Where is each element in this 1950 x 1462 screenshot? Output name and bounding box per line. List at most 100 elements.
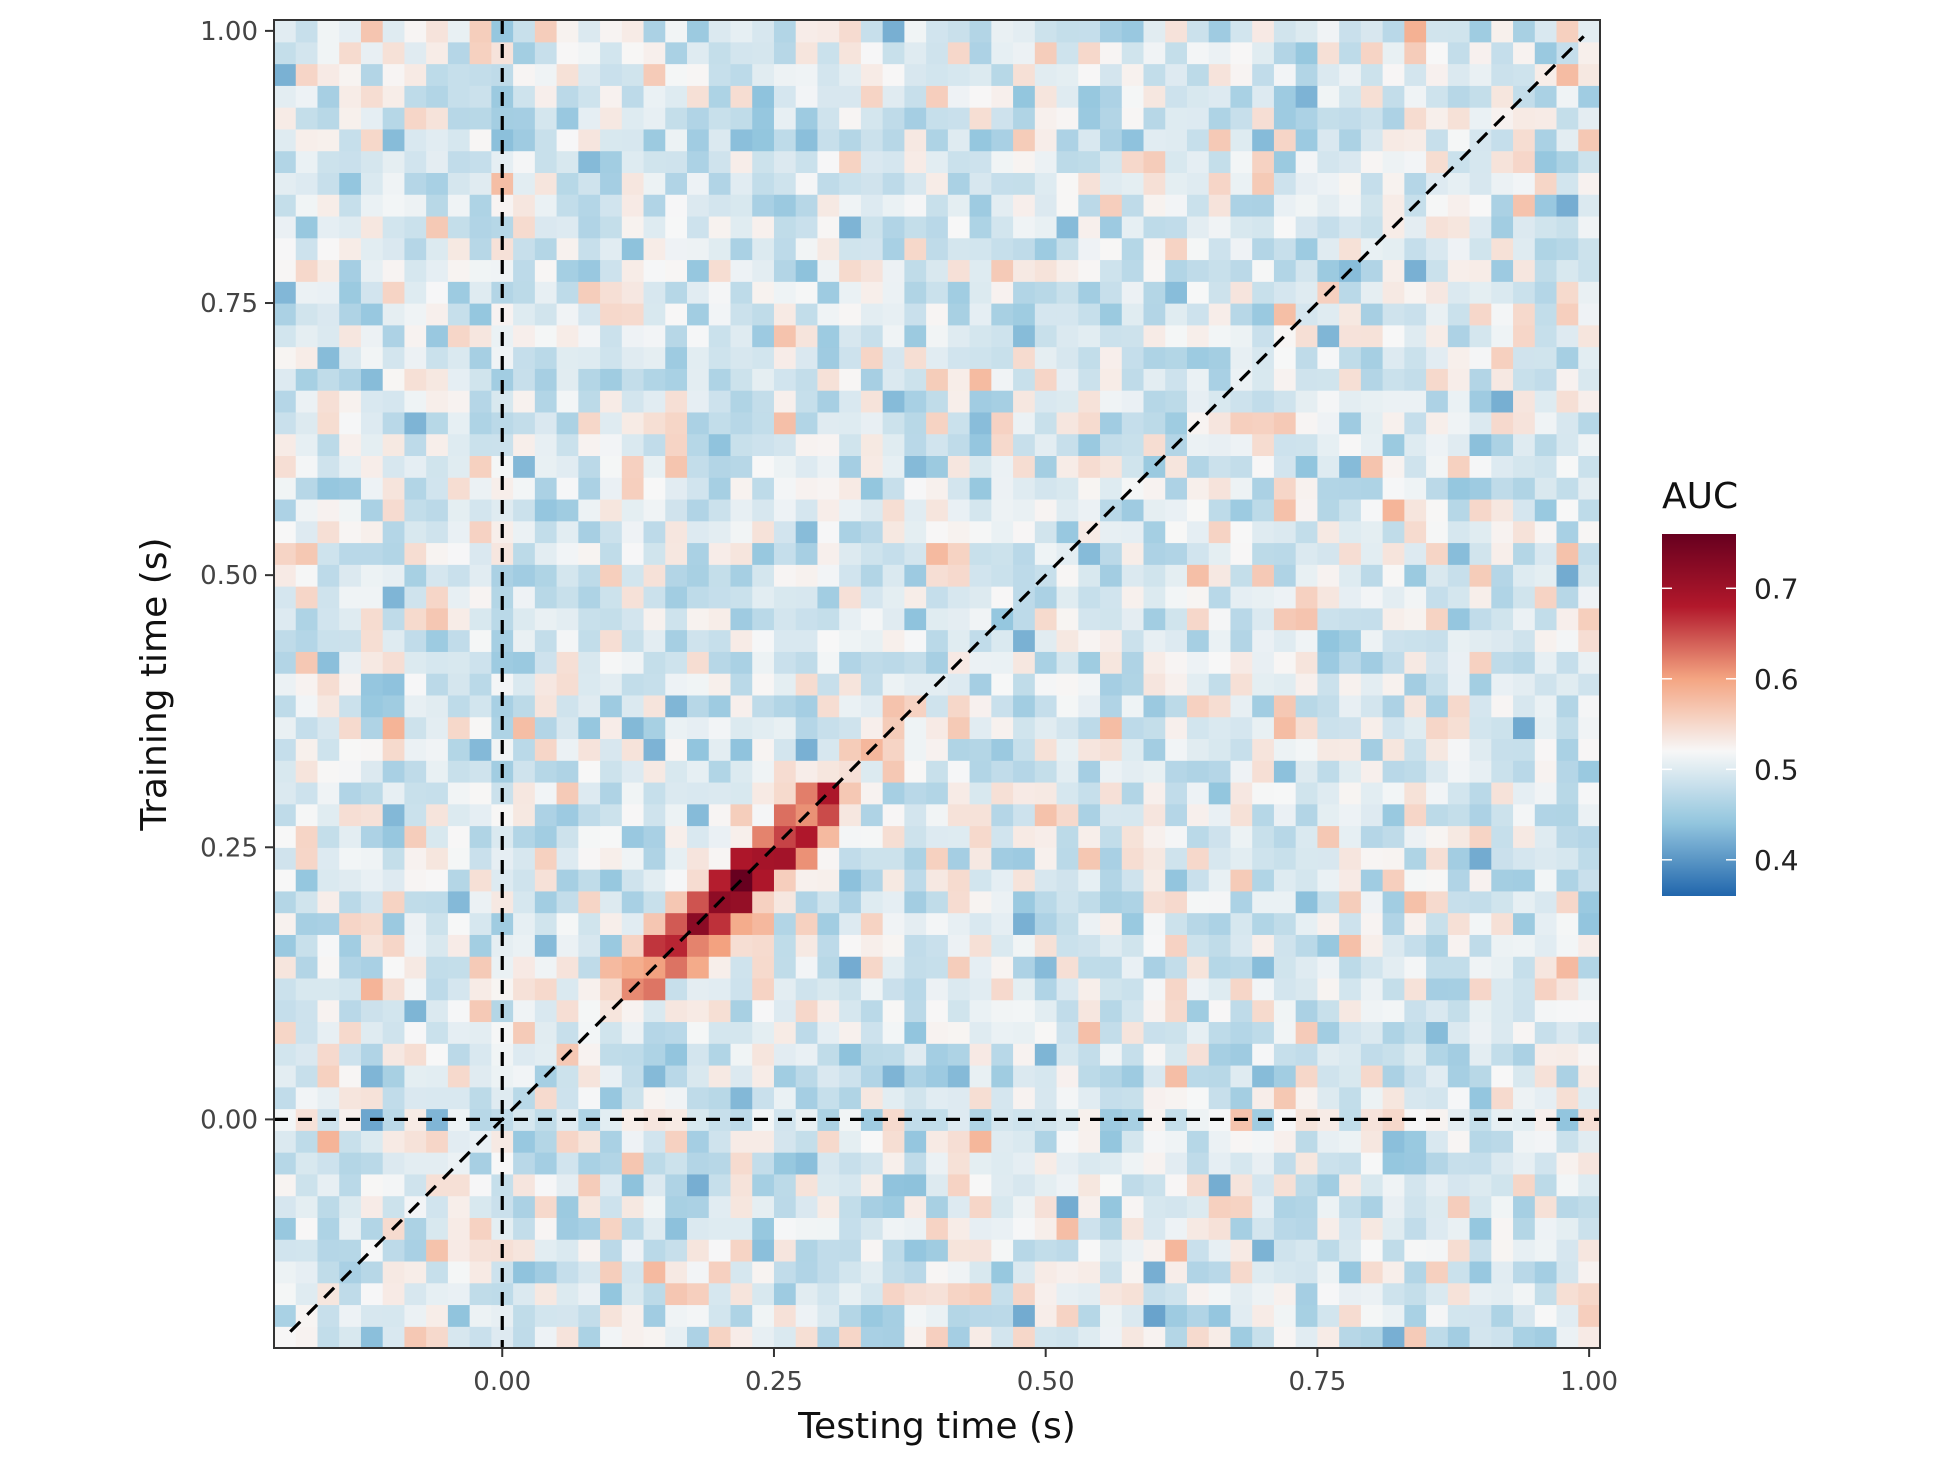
heatmap-cell: [1208, 694, 1232, 718]
heatmap-cell: [600, 41, 623, 65]
heatmap-cell: [643, 150, 666, 173]
heatmap-cell: [1230, 738, 1253, 761]
heatmap-cell: [860, 172, 884, 195]
heatmap-cell: [1317, 694, 1340, 718]
heatmap-cell: [860, 694, 884, 718]
heatmap-cell: [578, 847, 601, 870]
heatmap-cell: [1121, 411, 1145, 435]
heatmap-cell: [1295, 912, 1319, 935]
heatmap-cell: [1339, 411, 1362, 435]
heatmap-cell: [1056, 738, 1079, 761]
heatmap-cell: [991, 781, 1014, 805]
heatmap-cell: [1186, 259, 1210, 282]
heatmap-cell: [1230, 85, 1253, 108]
heatmap-cell: [730, 542, 753, 565]
heatmap-cell: [1078, 912, 1101, 935]
heatmap-cell: [1556, 825, 1579, 848]
heatmap-cell: [1534, 172, 1558, 195]
heatmap-cell: [904, 498, 927, 522]
heatmap-cell: [1208, 890, 1232, 914]
heatmap-cell: [1121, 85, 1145, 108]
heatmap-cell: [860, 1282, 884, 1306]
heatmap-cell: [513, 368, 536, 391]
heatmap-cell: [1208, 20, 1232, 43]
heatmap-cell: [382, 433, 406, 457]
heatmap-cell: [1165, 41, 1188, 65]
heatmap-cell: [1426, 694, 1449, 718]
heatmap-cell: [295, 869, 319, 892]
heatmap-cell: [513, 977, 536, 1001]
heatmap-cell: [643, 1304, 666, 1327]
heatmap-cell: [817, 869, 840, 892]
heatmap-cell: [534, 564, 558, 587]
heatmap-cell: [1078, 651, 1101, 674]
heatmap-cell: [600, 128, 623, 152]
heatmap-cell: [730, 716, 753, 740]
heatmap-cell: [1534, 694, 1558, 718]
heatmap-cell: [991, 716, 1014, 740]
heatmap-cell: [1078, 477, 1101, 500]
heatmap-cell: [1556, 803, 1579, 827]
heatmap-cell: [534, 803, 558, 827]
heatmap-cell: [1426, 825, 1449, 848]
heatmap-cell: [1404, 542, 1427, 565]
heatmap-cell: [665, 172, 688, 195]
heatmap-cell: [274, 607, 297, 631]
heatmap-cell: [1056, 477, 1079, 500]
heatmap-cell: [708, 912, 732, 935]
heatmap-cell: [1056, 85, 1079, 108]
heatmap-cell: [1491, 411, 1514, 435]
heatmap-cell: [795, 433, 819, 457]
heatmap-cell: [752, 41, 775, 65]
heatmap-cell: [1100, 20, 1123, 43]
heatmap-cell: [1208, 673, 1232, 696]
heatmap-cell: [1382, 1152, 1405, 1175]
heatmap-cell: [1513, 215, 1536, 239]
heatmap-cell: [1056, 890, 1079, 914]
heatmap-cell: [1578, 41, 1601, 65]
heatmap-cell: [382, 564, 406, 587]
heatmap-cell: [1208, 1173, 1232, 1197]
heatmap-cell: [360, 564, 384, 587]
heatmap-cell: [426, 324, 449, 348]
heatmap-cell: [860, 411, 884, 435]
heatmap-cell: [817, 1130, 840, 1153]
heatmap-cell: [360, 847, 384, 870]
heatmap-cell: [1469, 825, 1492, 848]
heatmap-cell: [556, 368, 579, 391]
heatmap-cell: [469, 498, 492, 522]
heatmap-cell: [1273, 869, 1297, 892]
heatmap-cell: [1165, 825, 1188, 848]
heatmap-cell: [382, 869, 406, 892]
heatmap-cell: [621, 825, 645, 848]
heatmap-cell: [339, 215, 362, 239]
heatmap-cell: [295, 542, 319, 565]
heatmap-cell: [1165, 956, 1188, 979]
heatmap-cell: [969, 1260, 992, 1284]
heatmap-cell: [578, 172, 601, 195]
heatmap-cell: [1426, 477, 1449, 500]
heatmap-cell: [839, 41, 862, 65]
heatmap-cell: [882, 1108, 905, 1131]
heatmap-cell: [274, 281, 297, 304]
heatmap-cell: [926, 128, 949, 152]
heatmap-cell: [687, 1043, 710, 1066]
heatmap-cell: [1208, 1217, 1232, 1240]
heatmap-cell: [295, 1282, 319, 1306]
heatmap-cell: [469, 869, 492, 892]
heatmap-cell: [1034, 1043, 1058, 1066]
heatmap-cell: [1339, 455, 1362, 478]
heatmap-cell: [795, 281, 819, 304]
heatmap-cell: [600, 607, 623, 631]
heatmap-cell: [404, 977, 427, 1001]
x-tick-label: 0.50: [1017, 1367, 1075, 1397]
heatmap-cell: [1469, 760, 1492, 783]
heatmap-cell: [1121, 977, 1145, 1001]
heatmap-cell: [447, 738, 471, 761]
heatmap-cell: [1121, 1021, 1145, 1044]
heatmap-cell: [556, 20, 579, 43]
heatmap-cell: [1078, 20, 1101, 43]
heatmap-cell: [1491, 912, 1514, 935]
heatmap-cell: [687, 847, 710, 870]
heatmap-cell: [1491, 259, 1514, 282]
